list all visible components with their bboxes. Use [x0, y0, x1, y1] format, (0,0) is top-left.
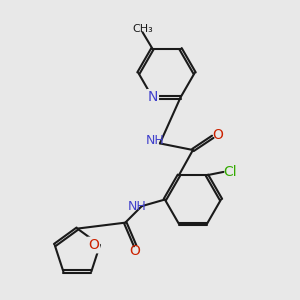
Text: O: O — [88, 238, 99, 252]
Text: O: O — [212, 128, 223, 142]
Text: CH₃: CH₃ — [132, 24, 153, 34]
Text: N: N — [147, 90, 158, 104]
Text: NH: NH — [128, 200, 146, 213]
Text: O: O — [130, 244, 141, 258]
Text: NH: NH — [146, 134, 164, 147]
Text: Cl: Cl — [223, 165, 237, 179]
